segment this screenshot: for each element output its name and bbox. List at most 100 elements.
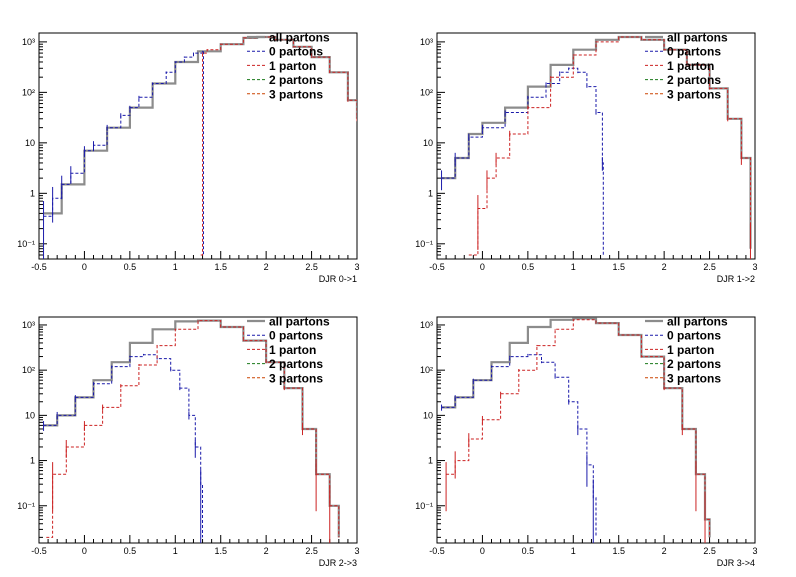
y-tick-label: 10³: [420, 320, 433, 330]
x-tick-label: 1.5: [612, 262, 625, 272]
x-tick-label: 0: [480, 546, 485, 556]
legend-label: 1 parton: [269, 59, 316, 73]
x-axis-label: DJR 1->2: [717, 274, 755, 284]
y-tick-label: 10: [423, 138, 433, 148]
x-tick-label: 2.5: [703, 546, 716, 556]
y-tick-label: 10³: [22, 37, 35, 47]
legend-entry-p2: 2 partons: [645, 73, 721, 87]
x-tick-label: 2: [264, 262, 269, 272]
x-tick-label: 2.5: [305, 262, 318, 272]
legend-label: 1 parton: [269, 343, 316, 357]
y-tick-label: 10⁻¹: [17, 501, 35, 511]
y-ticks: [437, 41, 445, 260]
legend-label: 2 partons: [269, 73, 323, 87]
x-tick-label: 2: [662, 262, 667, 272]
legend-entry-all: all partons: [645, 315, 728, 329]
legend-entry-p3: 3 partons: [247, 87, 323, 101]
y-tick-label: 10²: [420, 365, 433, 375]
y-tick-label: 10⁻¹: [415, 239, 433, 249]
legend-entry-p2: 2 partons: [247, 357, 323, 371]
series-line-p0: [441, 354, 597, 538]
legend-label: 0 partons: [667, 45, 721, 59]
y-tick-label: 10²: [420, 87, 433, 97]
x-tick-label: 1: [571, 546, 576, 556]
legend-entry-p1: 1 parton: [645, 343, 714, 357]
x-tick-label: 1: [571, 262, 576, 272]
x-tick-label: 2.5: [703, 262, 716, 272]
x-tick-label: 0: [82, 546, 87, 556]
legend-entry-p1: 1 parton: [645, 59, 714, 73]
legend-label: 3 partons: [667, 87, 721, 101]
legend-label: 3 partons: [667, 371, 721, 385]
x-tick-label: 1: [173, 262, 178, 272]
x-tick-label: 3: [752, 262, 757, 272]
legend-label: 1 parton: [667, 343, 714, 357]
x-tick-label: 0.5: [124, 546, 137, 556]
panel-3: -0.5 0 0.5 1 1.5 2 2.5 3 10⁻¹ 1 10 10² 10³ DJR 2->3 al…: [17, 315, 359, 569]
plot-frame: [38, 316, 358, 544]
legend-entry-all: all partons: [247, 315, 330, 329]
legend-entry-all: all partons: [247, 31, 330, 45]
x-tick-label: 0: [82, 262, 87, 272]
x-axis-label: DJR 0->1: [319, 274, 357, 284]
legend-label: 0 partons: [667, 329, 721, 343]
legend-label: all partons: [667, 31, 728, 45]
x-tick-label: -0.5: [31, 262, 47, 272]
x-ticks: [38, 251, 358, 259]
legend-label: 2 partons: [667, 73, 721, 87]
y-ticks: [39, 324, 47, 538]
x-tick-label: -0.5: [31, 546, 47, 556]
x-tick-label: 0.5: [522, 546, 535, 556]
legend-label: 2 partons: [667, 357, 721, 371]
series-line-p1: [200, 36, 357, 256]
y-tick-label: 10: [423, 410, 433, 420]
legend-entry-p0: 0 partons: [247, 45, 323, 59]
legend-entry-p0: 0 partons: [645, 45, 721, 59]
series-line-p1: [46, 320, 340, 538]
panel-1: -0.5 0 0.5 1 1.5 2 2.5 3 10⁻¹ 1 10 10² 10³ DJR 0->1 al…: [17, 31, 359, 285]
legend-entry-p0: 0 partons: [247, 329, 323, 343]
y-tick-label: 10: [25, 410, 35, 420]
panel-4: -0.5 0 0.5 1 1.5 2 2.5 3 10⁻¹ 1 10 10² 10³ DJR 3->4 al…: [415, 315, 757, 569]
x-tick-label: 0: [480, 262, 485, 272]
legend-label: 3 partons: [269, 87, 323, 101]
x-tick-label: 2: [264, 546, 269, 556]
legend-label: 0 partons: [269, 45, 323, 59]
y-tick-label: 10⁻¹: [415, 501, 433, 511]
y-tick-label: 10⁻¹: [17, 239, 35, 249]
x-ticks: [436, 535, 756, 543]
y-tick-label: 10³: [420, 37, 433, 47]
legend-entry-p1: 1 parton: [247, 59, 316, 73]
x-ticks: [38, 535, 358, 543]
legend-label: 0 partons: [269, 329, 323, 343]
y-tick-label: 1: [428, 188, 433, 198]
x-tick-label: 2: [662, 546, 667, 556]
x-tick-label: 3: [752, 546, 757, 556]
x-tick-label: 3: [354, 546, 359, 556]
x-tick-label: -0.5: [429, 262, 445, 272]
y-tick-label: 1: [428, 456, 433, 466]
y-ticks: [39, 41, 47, 260]
x-tick-label: 1.5: [214, 546, 227, 556]
legend-label: 3 partons: [269, 371, 323, 385]
x-tick-label: 1.5: [214, 262, 227, 272]
legend-entry-p2: 2 partons: [645, 357, 721, 371]
panel-2: -0.5 0 0.5 1 1.5 2 2.5 3 10⁻¹ 1 10 10² 10³ DJR 1->2 al…: [415, 31, 757, 285]
x-axis-label: DJR 2->3: [319, 558, 357, 568]
y-tick-label: 10²: [22, 87, 35, 97]
x-ticks: [436, 251, 756, 259]
plot-frame: [38, 32, 358, 260]
y-tick-label: 10³: [22, 320, 35, 330]
y-tick-label: 1: [30, 188, 35, 198]
y-ticks: [437, 324, 445, 538]
legend-label: all partons: [269, 315, 330, 329]
series-line-p0: [43, 50, 204, 255]
legend-label: 1 parton: [667, 59, 714, 73]
legend-entry-all: all partons: [645, 31, 728, 45]
y-tick-label: 10: [25, 138, 35, 148]
legend-entry-p1: 1 parton: [247, 343, 316, 357]
